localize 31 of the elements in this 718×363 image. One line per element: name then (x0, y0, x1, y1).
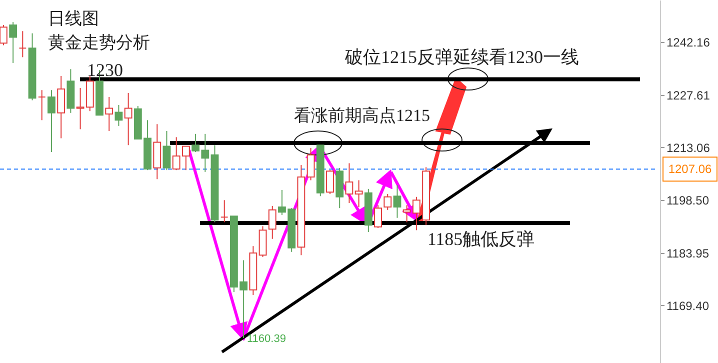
y-tick-label: 1183.95 (666, 246, 710, 260)
candlestick (18, 30, 27, 58)
candlestick (76, 87, 84, 130)
candlestick (105, 96, 114, 132)
candlestick (38, 90, 46, 121)
y-tick-label: 1198.50 (666, 194, 710, 208)
ref-line-label: 1207.06 (668, 162, 712, 176)
candlestick (48, 90, 56, 153)
y-tick-label: 1227.61 (666, 88, 710, 102)
candlestick (393, 184, 402, 218)
annotation: 1160.39 (247, 333, 286, 345)
text: 日线图 (48, 9, 99, 29)
candlestick (114, 104, 123, 126)
candlestick (9, 22, 18, 64)
annotation: 1185触低反弹 (427, 229, 535, 249)
annotation: 1230 (87, 60, 123, 80)
text: 黄金走势分析 (48, 33, 150, 53)
annotation: 破位1215反弹延续看1230一线 (344, 47, 579, 67)
candlestick (354, 180, 363, 208)
candlestick (0, 24, 8, 46)
candlestick (124, 92, 132, 146)
y-tick-label: 1213.06 (666, 140, 710, 155)
y-tick-label: 1169.40 (666, 298, 710, 313)
annotation: 看涨前期高点1215 (294, 106, 430, 125)
candlestick (162, 130, 171, 171)
candlestick (345, 162, 354, 204)
candlestick (384, 193, 392, 210)
y-tick-label: 1242.16 (666, 36, 710, 50)
candlestick (57, 76, 66, 139)
candlestick (326, 170, 334, 194)
candlestick (374, 204, 382, 229)
